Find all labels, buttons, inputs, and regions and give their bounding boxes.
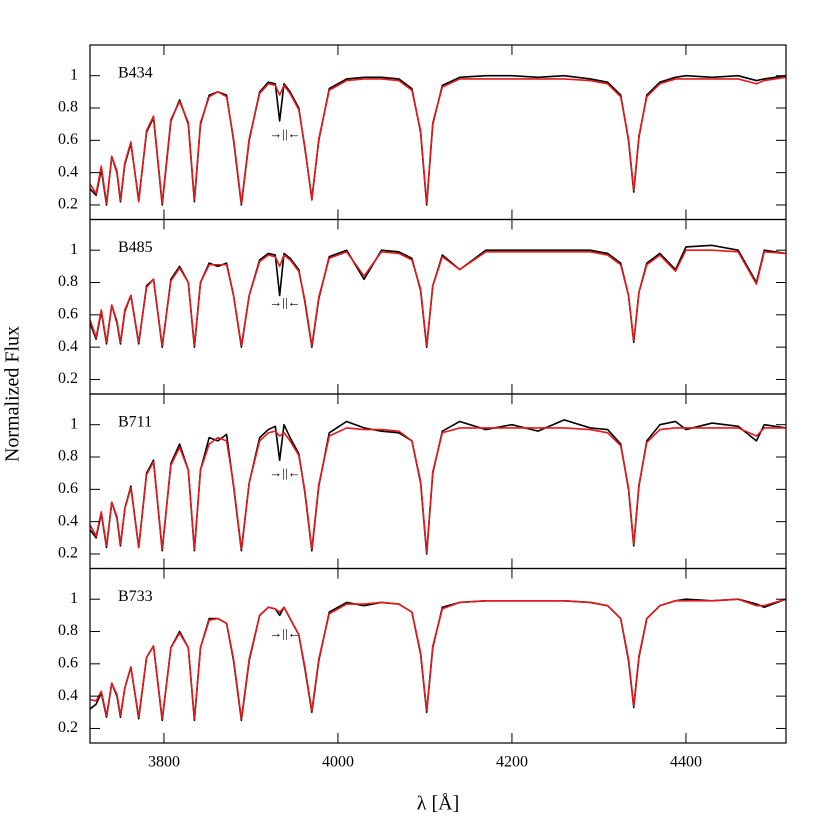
panel-label: B711 — [118, 414, 152, 431]
x-axis-label: λ [Å] — [417, 793, 459, 815]
spectrum-line — [90, 598, 786, 720]
panel-frame — [89, 567, 787, 744]
y-tick-label: 0.6 — [58, 655, 78, 672]
y-tick-label: 0.2 — [58, 545, 78, 562]
y-tick-label: 0.4 — [58, 338, 78, 355]
annotation: →||← — [269, 294, 300, 309]
y-tick-label: 0.8 — [58, 273, 78, 290]
annotation: →||← — [269, 465, 300, 480]
y-tick-label: 1 — [70, 415, 78, 432]
y-tick-label: 1 — [70, 66, 78, 83]
y-tick-label: 0.2 — [58, 196, 78, 213]
y-tick-label: 0.4 — [58, 687, 78, 704]
y-tick-label: 1 — [70, 590, 78, 607]
y-tick-label: 0.8 — [58, 99, 78, 116]
panel-label: B434 — [118, 65, 153, 82]
y-tick-label: 0.4 — [58, 163, 78, 180]
x-tick-label: 4000 — [322, 754, 354, 771]
panel-label: B485 — [118, 239, 153, 256]
y-tick-label: 0.8 — [58, 622, 78, 639]
y-tick-label: 0.4 — [58, 512, 78, 529]
panel-frame — [89, 218, 787, 395]
y-tick-label: 0.8 — [58, 448, 78, 465]
x-tick-label: 4200 — [496, 754, 528, 771]
y-axis-label: Normalized Flux — [2, 326, 24, 462]
spectrum-line — [90, 76, 786, 205]
y-tick-label: 1 — [70, 241, 78, 258]
spectrum-line — [90, 427, 786, 554]
spectrum-line — [90, 419, 786, 555]
y-tick-label: 0.2 — [58, 719, 78, 736]
spectrum-line — [90, 74, 786, 206]
y-tick-label: 0.6 — [58, 306, 78, 323]
y-tick-label: 0.6 — [58, 480, 78, 497]
spectrum-line — [90, 598, 786, 722]
y-tick-label: 0.6 — [58, 131, 78, 148]
y-tick-label: 0.2 — [58, 370, 78, 387]
annotation: →||← — [269, 126, 300, 141]
spectrum-line — [90, 249, 786, 347]
panel-label: B733 — [118, 588, 153, 605]
x-tick-label: 3800 — [148, 754, 180, 771]
x-tick-label: 4400 — [670, 754, 702, 771]
annotation: →||← — [269, 625, 300, 640]
